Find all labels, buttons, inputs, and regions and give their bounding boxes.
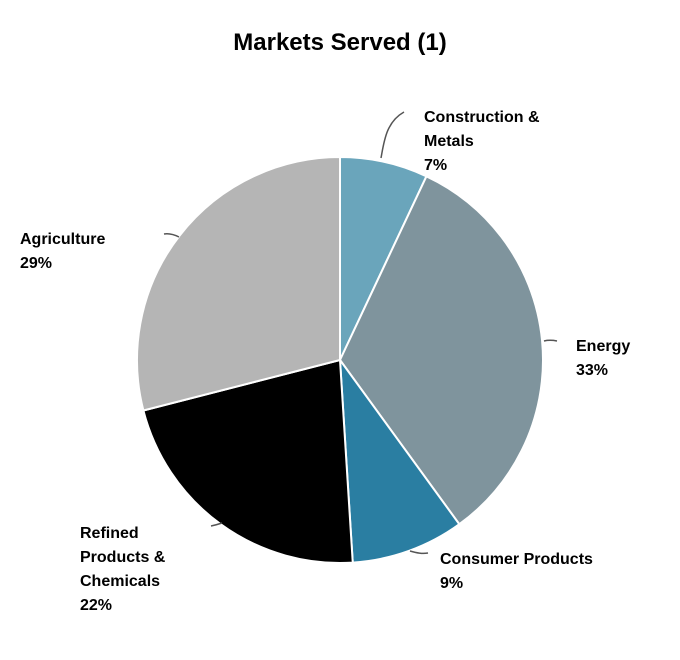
slice-name-3-line-2: Chemicals — [80, 573, 160, 590]
slice-name-0-line-0: Construction & — [424, 109, 540, 126]
leader-line-0 — [380, 111, 405, 159]
slice-labels: Construction & Metals 7% Energy 33% Consumer … — [20, 109, 630, 614]
leader-line-4 — [163, 233, 180, 238]
slice-percent-4: 29% — [20, 255, 52, 272]
pie-slice-2 — [338, 356, 461, 564]
leader-line-3 — [210, 522, 223, 527]
slice-label-4: Agriculture 29% — [20, 231, 105, 272]
slice-name-3-line-0: Refined — [80, 525, 139, 542]
slice-name-3-line-1: Products & — [80, 549, 166, 566]
chart-title: Markets Served (1) — [233, 29, 446, 56]
leader-lines — [163, 111, 558, 555]
leader-line-1 — [543, 339, 558, 342]
slice-name-4-line-0: Agriculture — [20, 231, 105, 248]
slice-label-0: Construction & Metals 7% — [424, 109, 540, 174]
slice-label-3: Refined Products & Chemicals 22% — [80, 525, 166, 614]
slice-label-1: Energy 33% — [576, 338, 630, 379]
pie-slice-4 — [136, 155, 341, 412]
slice-percent-2: 9% — [440, 575, 463, 592]
slice-name-2-line-0: Consumer Products — [440, 551, 593, 568]
slice-percent-0: 7% — [424, 157, 447, 174]
slice-name-0-line-1: Metals — [424, 133, 474, 150]
pie-slices — [136, 155, 544, 564]
slice-name-1-line-0: Energy — [576, 338, 630, 355]
pie-slice-3 — [142, 358, 354, 564]
pie-slice-1 — [338, 174, 544, 526]
leader-line-2 — [409, 550, 429, 555]
slice-label-2: Consumer Products 9% — [440, 551, 593, 592]
slice-percent-3: 22% — [80, 597, 112, 614]
slice-percent-1: 33% — [576, 362, 608, 379]
